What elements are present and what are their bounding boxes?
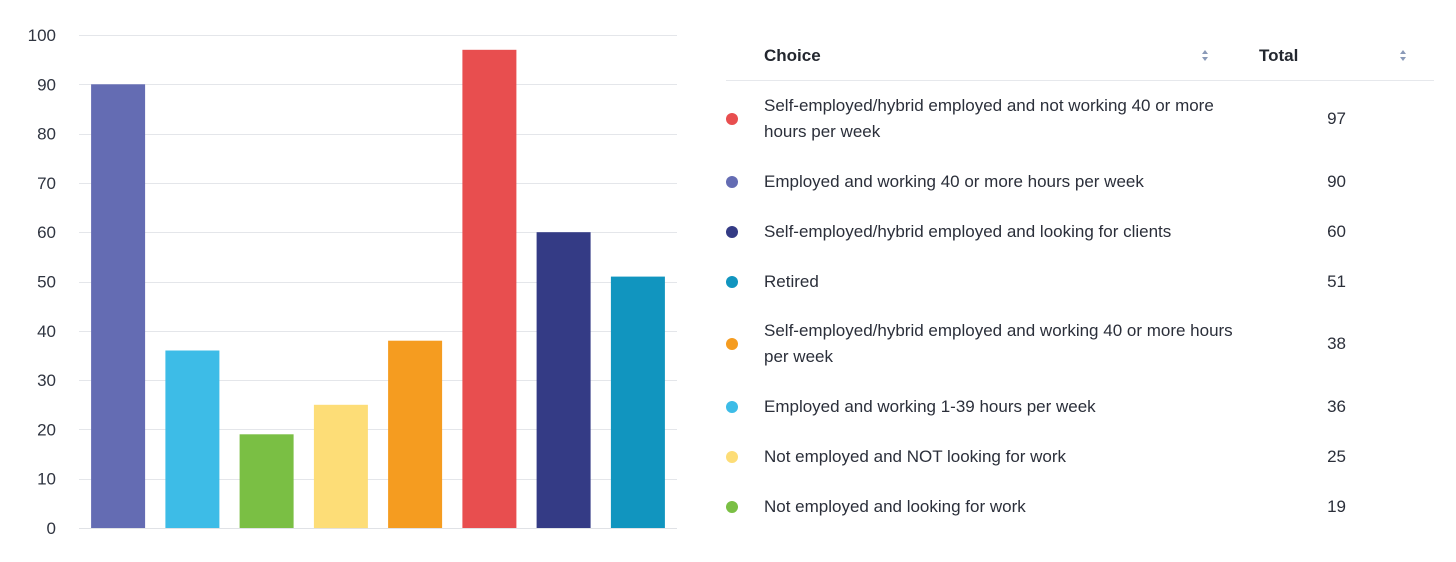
- table-row: Self-employed/hybrid employed and not wo…: [726, 93, 1434, 145]
- bar[interactable]: Self-employed/hybrid employed and lookin…: [536, 232, 591, 528]
- y-tick-label: 20: [37, 420, 56, 439]
- total-column-header[interactable]: Total: [1259, 46, 1299, 65]
- y-tick-label: 0: [47, 519, 56, 538]
- choice-label: Not employed and NOT looking for work: [764, 447, 1067, 466]
- table-row: Self-employed/hybrid employed and lookin…: [726, 219, 1434, 245]
- bar[interactable]: Retired: 51: [610, 276, 665, 528]
- bar-chart: 0 10 20 30 40 50 60 70 80 90 100 Employed and work…: [0, 0, 700, 562]
- bars: Employed and working 40 or more hours pe…: [91, 49, 665, 529]
- table-row: Employed and working 1-39 hours per week…: [726, 394, 1434, 420]
- y-tick-label: 90: [37, 75, 56, 94]
- legend-dot: [726, 226, 738, 238]
- total-value: 90: [1327, 172, 1346, 191]
- y-tick-label: 50: [37, 273, 56, 292]
- table-row: Retired 51: [726, 269, 1434, 295]
- bar-chart-svg: 0 10 20 30 40 50 60 70 80 90 100 Employed and work…: [28, 26, 677, 538]
- table-row: Employed and working 40 or more hours pe…: [726, 169, 1434, 195]
- table-header: Choice Total: [726, 30, 1434, 81]
- total-value: 60: [1327, 222, 1346, 241]
- choice-column-header[interactable]: Choice: [764, 46, 821, 65]
- choice-label: Retired: [764, 272, 819, 291]
- legend-dot: [726, 501, 738, 513]
- y-tick-label: 70: [37, 174, 56, 193]
- total-value: 97: [1327, 109, 1346, 128]
- legend-dot: [726, 451, 738, 463]
- bar[interactable]: Self-employed/hybrid employed and not wo…: [462, 49, 517, 529]
- choice-label: Self-employed/hybrid employed and lookin…: [764, 222, 1172, 241]
- bar[interactable]: Employed and working 40 or more hours pe…: [91, 84, 146, 529]
- legend-dot: [726, 113, 738, 125]
- bar[interactable]: Employed and working 1-39 hours per week…: [165, 350, 220, 529]
- y-tick-label: 40: [37, 322, 56, 341]
- results-table: Choice Total Self-employed/hybrid employ…: [726, 30, 1434, 516]
- legend-dot: [726, 176, 738, 188]
- total-value: 36: [1327, 397, 1346, 416]
- y-tick-label: 10: [37, 470, 56, 489]
- choice-label: Not employed and looking for work: [764, 497, 1026, 516]
- bar[interactable]: Not employed and looking for work: 19: [239, 434, 294, 528]
- total-value: 51: [1327, 272, 1346, 291]
- choice-label: Employed and working 1-39 hours per week: [764, 397, 1096, 416]
- total-value: 38: [1327, 334, 1346, 353]
- choice-label: Self-employed/hybrid employed and not wo…: [764, 96, 1214, 141]
- y-tick-label: 80: [37, 125, 56, 144]
- y-tick-label: 100: [28, 26, 56, 45]
- legend-dot: [726, 276, 738, 288]
- y-tick-label: 30: [37, 371, 56, 390]
- legend-dot: [726, 338, 738, 350]
- choice-label: Employed and working 40 or more hours pe…: [764, 172, 1144, 191]
- total-value: 19: [1327, 497, 1346, 516]
- bar[interactable]: Self-employed/hybrid employed and workin…: [388, 340, 443, 528]
- y-tick-label: 60: [37, 223, 56, 242]
- total-value: 25: [1327, 447, 1346, 466]
- table-row: Not employed and NOT looking for work 25: [726, 444, 1434, 470]
- choice-label: Self-employed/hybrid employed and workin…: [764, 321, 1233, 366]
- table-row: Self-employed/hybrid employed and workin…: [726, 318, 1434, 370]
- legend-dot: [726, 401, 738, 413]
- sort-total-icon[interactable]: [1399, 50, 1407, 64]
- table-row: Not employed and looking for work 19: [726, 494, 1434, 520]
- sort-choice-icon[interactable]: [1201, 50, 1209, 64]
- bar[interactable]: Not employed and NOT looking for work: 2…: [313, 404, 368, 529]
- y-axis-ticks: 0 10 20 30 40 50 60 70 80 90 100: [28, 26, 56, 538]
